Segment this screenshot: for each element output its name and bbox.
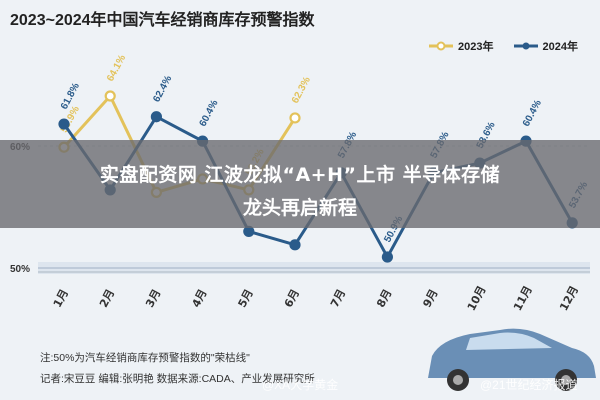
series-0-label-1: 64.1% bbox=[105, 53, 128, 83]
series-1-point-5 bbox=[289, 239, 301, 251]
watermark-right: @21世纪经济报道 bbox=[480, 378, 578, 392]
credits-note: 记者:宋豆豆 编辑:张明艳 数据来源:CADA、产业发展研究所 bbox=[40, 373, 315, 385]
threshold-note: 注:50%为汽车经销商库存预警指数的"荣枯线" bbox=[40, 352, 250, 364]
legend-2024: 2024年 bbox=[513, 38, 578, 54]
series-1-point-7 bbox=[381, 251, 393, 263]
series-1-point-0 bbox=[58, 118, 70, 130]
series-0-point-5 bbox=[289, 112, 301, 124]
watermark-left: @XA大学黄金 bbox=[262, 378, 339, 392]
page-title: 2023~2024年中国汽车经销商库存预警指数 bbox=[10, 12, 315, 29]
x-tick-label-3: 4月 bbox=[189, 287, 209, 310]
legend-2024-swatch-icon bbox=[513, 42, 538, 50]
chart-legend: 2023年 2024年 bbox=[412, 38, 578, 54]
legend-2023-label: 2023年 bbox=[457, 41, 494, 53]
x-tick-label-7: 8月 bbox=[374, 287, 394, 310]
x-tick-label-9: 10月 bbox=[465, 284, 489, 313]
series-1-label-0: 61.8% bbox=[59, 81, 82, 111]
legend-2023-swatch-icon bbox=[428, 41, 453, 51]
x-tick-label-6: 7月 bbox=[328, 287, 348, 310]
series-0-label-5: 62.3% bbox=[290, 75, 313, 105]
car-icon bbox=[428, 328, 596, 391]
series-1-label-2: 62.4% bbox=[151, 74, 174, 104]
series-1-label-10: 60.4% bbox=[521, 98, 544, 128]
y-tick-label-1: 50% bbox=[10, 264, 30, 275]
x-tick-label-11: 12月 bbox=[557, 284, 581, 313]
headline-overlay-band: 实盘配资网 江波龙拟“A+H”上市 半导体存储 龙头再启新程 bbox=[0, 140, 600, 228]
x-tick-label-8: 9月 bbox=[420, 287, 440, 310]
headline-line-2: 龙头再启新程 bbox=[242, 197, 357, 219]
x-tick-label-10: 11月 bbox=[511, 284, 535, 313]
series-1-point-2 bbox=[150, 111, 162, 123]
series-1-point-4 bbox=[243, 225, 255, 237]
x-tick-label-2: 3月 bbox=[143, 287, 163, 310]
x-tick-label-1: 2月 bbox=[97, 287, 117, 310]
legend-2023: 2023年 bbox=[428, 38, 493, 54]
series-1-label-3: 60.4% bbox=[198, 98, 221, 128]
x-tick-label-5: 6月 bbox=[282, 287, 302, 310]
x-tick-label-0: 1月 bbox=[51, 287, 71, 310]
x-tick-label-4: 5月 bbox=[236, 287, 256, 310]
headline-line-1: 实盘配资网 江波龙拟“A+H”上市 半导体存储 bbox=[99, 164, 501, 186]
series-0-point-1 bbox=[104, 90, 116, 102]
legend-2024-label: 2024年 bbox=[542, 41, 578, 53]
